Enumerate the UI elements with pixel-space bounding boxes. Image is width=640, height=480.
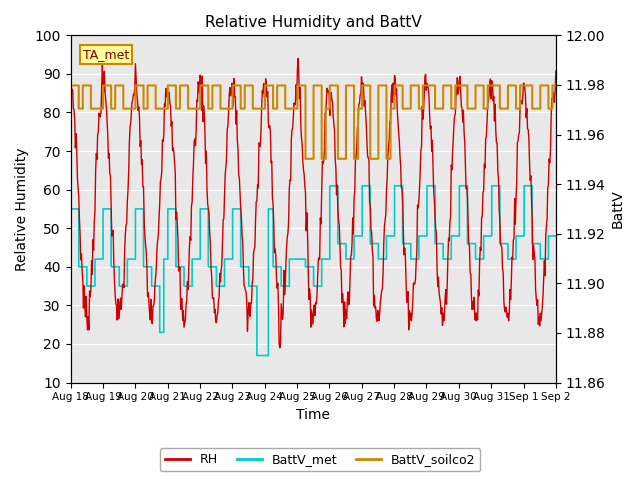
BattV_met [175,264,182,270]
RH [67,156,74,162]
RH [200,110,208,116]
Line: BattV_met: BattV_met [70,186,556,356]
BattV_met [67,206,74,212]
X-axis label: Time: Time [296,408,330,422]
RH [125,140,133,145]
Line: RH: RH [70,59,556,348]
BattV_soilco2 [76,106,83,111]
BattV_met [552,233,560,239]
RH [373,318,381,324]
BattV_soilco2 [175,106,182,111]
BattV_soilco2 [372,156,380,162]
BattV_soilco2 [67,83,74,88]
RH [552,68,560,74]
BattV_soilco2 [387,106,394,111]
RH [294,56,302,61]
BattV_soilco2 [552,83,560,88]
BattV_met [373,241,381,247]
RH [387,93,395,98]
RH [276,345,284,351]
BattV_met [326,183,333,189]
BattV_soilco2 [301,156,309,162]
BattV_met [387,233,395,239]
BattV_met [253,353,260,359]
BattV_soilco2 [125,106,133,111]
BattV_soilco2 [200,83,208,88]
BattV_met [76,264,83,270]
Legend: RH, BattV_met, BattV_soilco2: RH, BattV_met, BattV_soilco2 [159,448,481,471]
RH [76,216,83,222]
BattV_met [200,206,208,212]
Y-axis label: BattV: BattV [611,190,625,228]
Title: Relative Humidity and BattV: Relative Humidity and BattV [205,15,422,30]
RH [175,268,182,274]
BattV_met [125,256,133,262]
Text: TA_met: TA_met [83,48,129,61]
Y-axis label: Relative Humidity: Relative Humidity [15,147,29,271]
Line: BattV_soilco2: BattV_soilco2 [70,85,556,159]
